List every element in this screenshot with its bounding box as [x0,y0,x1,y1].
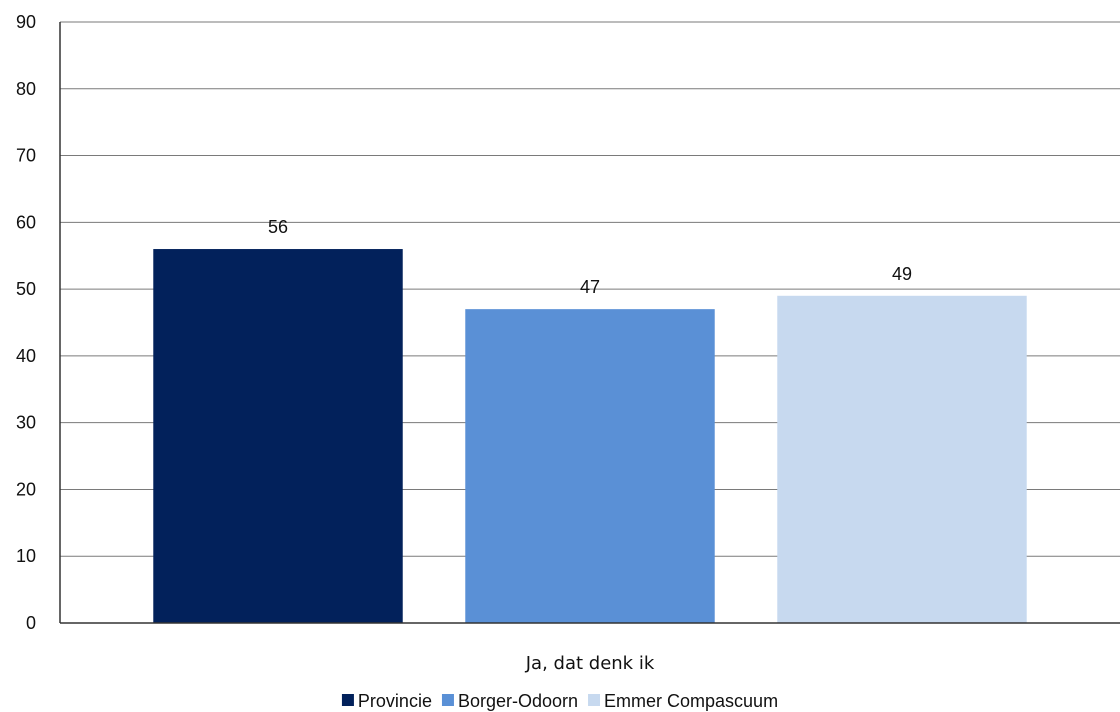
legend-swatch-emmer-compascuum [588,694,601,706]
legend-swatch-provincie [341,694,354,706]
data-label-emmer-compascuum: 49 [892,264,912,284]
y-tick-label-70: 70 [16,146,36,166]
bars [153,249,1027,624]
legend-label-emmer-compascuum: Emmer Compascuum [604,691,778,711]
y-tick-label-60: 60 [16,212,36,232]
legend-label-provincie: Provincie [358,691,432,711]
legend-swatch-borger-odoorn [441,694,454,706]
legend-label-borger-odoorn: Borger-Odoorn [458,691,578,711]
y-tick-label-30: 30 [16,413,36,433]
y-tick-label-40: 40 [16,346,36,366]
y-tick-label-50: 50 [16,279,36,299]
category-label: Ja, dat denk ik [525,653,655,674]
labels: 0 10 20 30 40 50 60 70 80 90 56 47 49 Ja, dat denk ik [16,12,912,674]
legend: Provincie Borger-Odoorn Emmer Compascuum [341,691,778,711]
bar-emmer-compascuum [777,295,1027,623]
y-tick-label-0: 0 [26,613,36,633]
y-tick-label-20: 20 [16,479,36,499]
data-label-provincie: 56 [268,217,288,237]
y-tick-label-10: 10 [16,546,36,566]
axes [59,22,1120,624]
data-label-borger-odoorn: 47 [580,277,600,297]
y-tick-label-80: 80 [16,79,36,99]
bar-provincie [153,249,403,624]
y-tick-label-90: 90 [16,12,36,32]
bar-borger-odoorn [465,309,715,623]
